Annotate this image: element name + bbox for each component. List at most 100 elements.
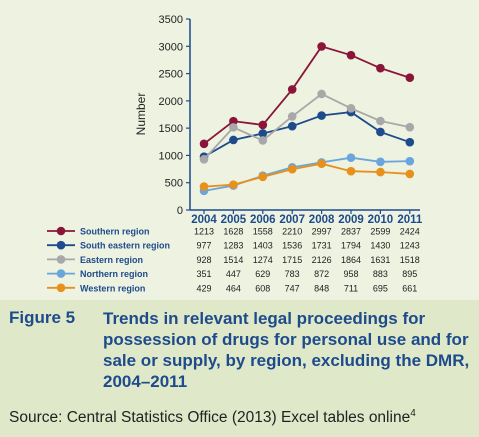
y-tick-label: 1000 [159,150,183,162]
table-data-value: 1514 [223,255,243,265]
data-point [346,166,356,176]
figure-label: Figure 5 [9,308,76,327]
table-data-value: 2424 [400,227,420,237]
data-point [258,129,268,138]
table-data-value: 783 [285,269,300,279]
caption-panel [0,300,479,437]
data-point [287,85,297,94]
y-tick-label: 0 [177,205,183,217]
table-data-value: 2997 [312,227,332,237]
data-point [287,164,297,174]
x-tick-label: 2010 [368,214,394,226]
data-point [376,157,385,167]
table-data-value: 1274 [253,255,273,265]
data-point [376,127,385,137]
data-point [199,182,209,191]
x-tick-label: 2004 [191,214,217,226]
data-point [317,42,326,51]
source-note: Source: Central Statistics Office (2013)… [9,408,474,427]
legend-marker [56,269,66,278]
y-tick-label: 2500 [159,69,183,81]
table-data-value: 883 [373,269,388,279]
data-point [405,73,415,83]
data-point [229,116,238,126]
y-tick-label: 3000 [159,41,183,53]
x-tick-label: 2011 [397,214,423,226]
legend-marker [56,226,66,236]
table-data-value: 1715 [282,255,302,265]
data-point [199,139,209,149]
data-point [405,137,415,147]
table-data-value: 928 [196,255,211,265]
table-data-value: 1628 [223,227,243,237]
table-data-value: 1430 [370,241,390,251]
data-point [258,120,268,130]
legend-marker [56,283,66,293]
series-line [203,45,411,145]
table-data-value: 958 [343,269,358,279]
table-data-value: 608 [255,283,270,293]
data-point [346,103,356,113]
legend-series-name: Northern region [80,269,148,279]
y-tick-label: 1500 [159,123,183,135]
y-axis-title: Number [134,93,148,136]
table-data-value: 895 [402,269,417,279]
series-line [203,92,410,160]
table-data-value: 1243 [400,241,420,251]
table-data-value: 1518 [400,255,420,265]
legend-marker [56,240,66,250]
table-data-value: 1631 [370,255,390,265]
table-data-value: 695 [373,283,388,293]
data-point [199,155,209,164]
legend-marker [56,255,66,264]
table-data-value: 1536 [282,241,302,251]
table-data-value: 2837 [341,227,361,237]
data-point [346,153,356,163]
table-data-value: 447 [226,269,241,279]
table-data-value: 629 [255,269,270,279]
legend-series-name: Southern region [80,227,150,237]
data-point [229,123,238,132]
table-data-value: 1864 [341,255,361,265]
line-chart: 0 500 1000 1500 2000 2500 3000 3500 Number 2004 20… [47,14,423,293]
data-point [229,180,238,189]
data-point [405,122,415,132]
x-tick-label: 2006 [250,214,276,226]
data-point [405,156,415,166]
table-data-value: 1558 [253,227,273,237]
y-tick-label: 500 [165,178,183,190]
legend-series-name: South eastern region [80,241,170,251]
x-tick-label: 2009 [338,214,364,226]
data-point [376,116,385,126]
data-point [376,167,385,177]
x-tick-label: 2005 [221,214,247,226]
figure-title: Trends in relevant legal proceedings for… [103,309,470,391]
table-data-value: 711 [344,283,358,293]
table-data-value: 1283 [223,241,243,251]
table-data-value: 1794 [341,241,361,251]
series-line [203,162,410,188]
table-data-value: 429 [196,283,211,293]
series-line [203,111,411,158]
data-point [317,111,326,120]
table-data-value: 2599 [370,227,390,237]
table-data-value: 351 [196,269,211,279]
table-data-value: 872 [314,269,329,279]
legend-series-name: Eastern region [80,255,143,265]
table-data-value: 464 [226,283,241,293]
table-data-value: 1213 [194,227,214,237]
data-point [287,121,297,131]
table-data-value: 2210 [282,227,302,237]
data-point [258,136,268,145]
data-point [317,159,326,169]
x-tick-label: 2007 [279,214,305,226]
data-point [287,112,297,121]
table-data-value: 848 [314,283,329,293]
data-point [405,169,415,179]
table-data-value: 2126 [312,255,332,265]
data-point [258,172,268,182]
data-point [229,135,238,145]
table-data-value: 1403 [253,241,273,251]
data-point [376,63,385,73]
y-tick-label: 2000 [159,96,183,108]
